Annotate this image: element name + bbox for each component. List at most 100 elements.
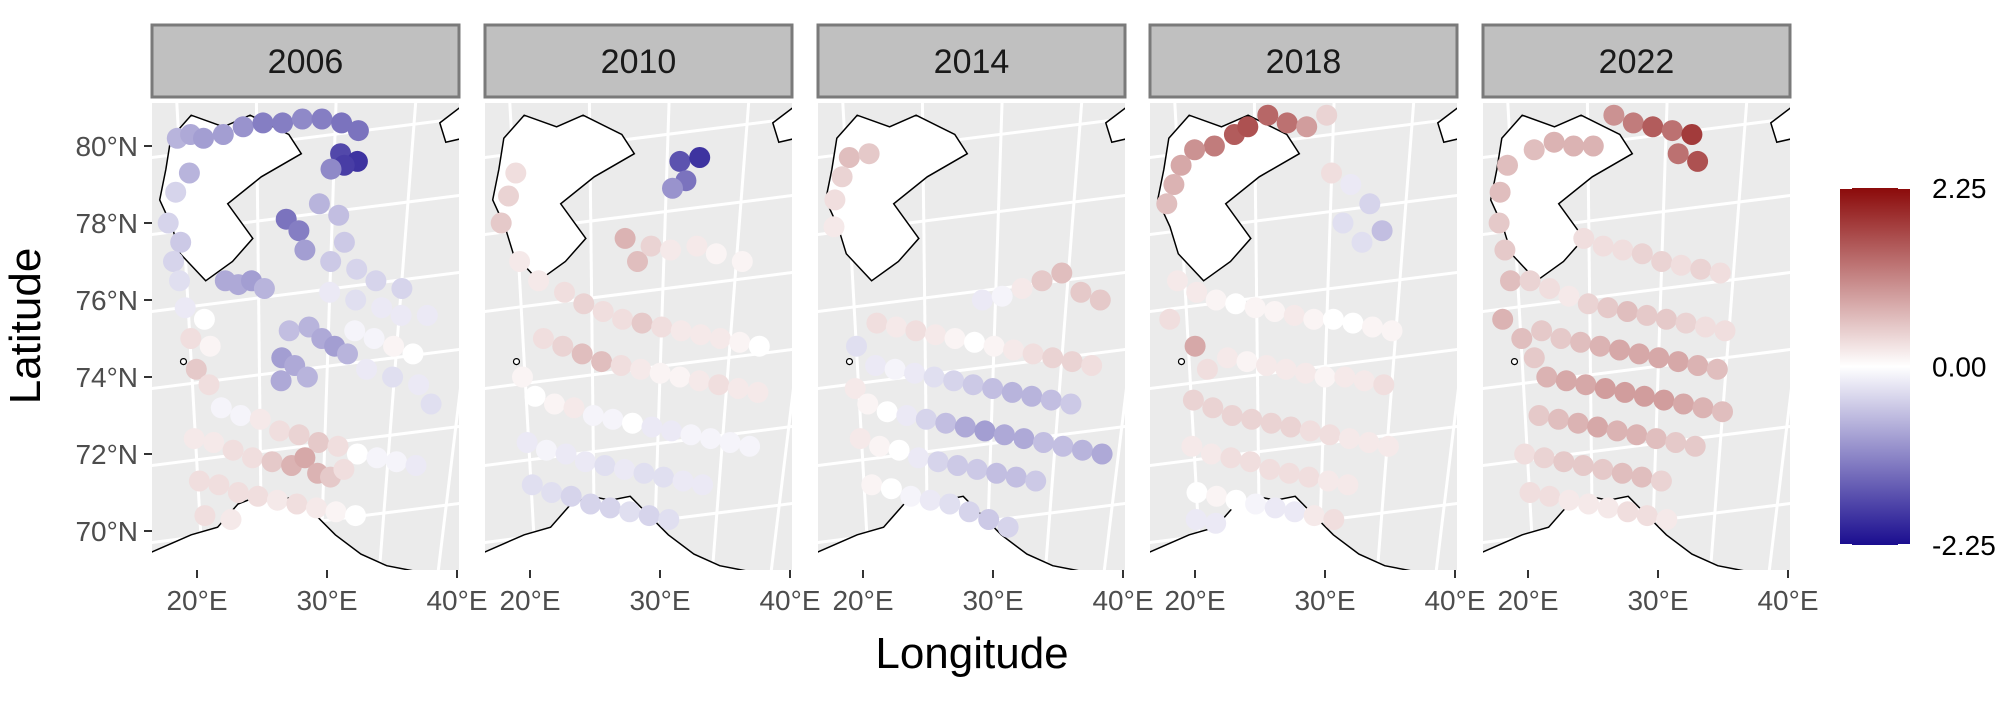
data-point <box>1648 347 1670 369</box>
facet-strip-2006 <box>150 23 461 99</box>
data-point <box>1523 139 1545 161</box>
data-point <box>183 428 205 450</box>
data-point <box>194 505 216 527</box>
data-point <box>1259 458 1281 480</box>
data-point <box>408 374 430 396</box>
data-point <box>1319 424 1341 446</box>
data-point <box>858 143 880 165</box>
data-point <box>1276 112 1298 134</box>
data-point <box>602 408 624 430</box>
data-point <box>1631 466 1653 488</box>
data-point <box>319 281 341 303</box>
data-point <box>1299 420 1321 442</box>
data-point <box>1622 112 1644 134</box>
facet-panels: 2006 2010 2014 2018 2022 <box>150 23 1792 570</box>
data-point <box>619 501 641 523</box>
data-point <box>1548 408 1569 430</box>
data-point <box>1257 104 1279 126</box>
data-point <box>1260 412 1282 434</box>
data-point <box>1692 397 1714 419</box>
data-point <box>1042 347 1064 369</box>
data-point <box>915 408 937 430</box>
data-point <box>869 435 891 457</box>
data-point <box>943 370 965 392</box>
data-point <box>844 378 866 399</box>
data-point <box>1597 497 1619 519</box>
data-point <box>1712 401 1733 423</box>
data-point <box>1606 420 1628 442</box>
facet-strip-label: 2022 <box>1599 43 1675 81</box>
data-point <box>1200 443 1222 465</box>
color-legend: 2.25 0.00 -2.25 <box>1840 173 1996 561</box>
data-point <box>1628 343 1650 365</box>
data-point <box>490 212 512 234</box>
data-point <box>571 343 593 365</box>
graticule-latitude <box>1483 425 1790 467</box>
data-point <box>831 166 853 188</box>
data-point <box>174 297 196 319</box>
data-point <box>165 181 187 203</box>
data-point <box>269 420 291 442</box>
data-point <box>1626 424 1648 446</box>
data-point <box>1528 405 1550 426</box>
data-point <box>1033 432 1054 453</box>
x-tick-label: 40°E <box>1757 585 1818 616</box>
data-point <box>185 358 207 380</box>
data-point <box>249 408 271 430</box>
data-point <box>1021 385 1043 407</box>
data-point <box>346 443 368 465</box>
data-point <box>1706 358 1728 380</box>
facet-strip-label: 2014 <box>934 43 1010 81</box>
data-point <box>1278 462 1300 484</box>
data-point <box>939 493 961 515</box>
data-point <box>610 355 632 376</box>
data-point <box>420 393 442 415</box>
facet-panel-2018: 2018 <box>1148 23 1459 570</box>
legend-tick-label: -2.25 <box>1932 530 1996 561</box>
data-point <box>212 124 234 145</box>
landmass-bear-island <box>179 358 188 366</box>
y-tick-label: 78°N <box>75 208 138 239</box>
data-point <box>1163 174 1185 195</box>
data-point <box>188 470 210 492</box>
data-point <box>1558 285 1580 307</box>
data-point <box>1245 493 1267 515</box>
data-point <box>638 505 660 527</box>
data-point <box>365 270 387 292</box>
facet-strip-label: 2018 <box>1266 43 1342 81</box>
landmass-franz-josef <box>438 107 459 144</box>
data-point <box>1332 212 1354 234</box>
data-point <box>1362 316 1383 338</box>
data-point <box>345 505 366 527</box>
data-point <box>1371 220 1393 242</box>
data-point <box>1051 262 1073 284</box>
data-point <box>1714 320 1736 342</box>
data-point <box>1284 501 1306 523</box>
data-point <box>669 366 691 388</box>
data-point <box>944 328 966 349</box>
data-point <box>1573 227 1595 249</box>
data-point <box>371 297 393 319</box>
data-point <box>1052 435 1074 457</box>
data-point <box>993 424 1015 446</box>
data-point <box>505 162 527 184</box>
data-point <box>1653 389 1675 411</box>
data-point <box>1594 378 1616 399</box>
data-point <box>1523 347 1545 369</box>
data-point <box>402 343 424 365</box>
data-point <box>1611 462 1633 484</box>
graticule-meridian <box>1434 388 1457 570</box>
data-point <box>266 489 288 511</box>
facet-panel-2014: 2014 <box>816 23 1127 570</box>
data-point <box>532 328 554 349</box>
data-point <box>536 439 557 461</box>
data-point <box>876 401 898 423</box>
landmass-norway <box>1483 495 1744 570</box>
data-point <box>346 258 368 280</box>
data-point <box>958 501 980 523</box>
data-point <box>1650 470 1672 492</box>
data-point <box>1494 239 1516 261</box>
data-point <box>1377 435 1399 457</box>
data-point <box>1206 485 1228 507</box>
